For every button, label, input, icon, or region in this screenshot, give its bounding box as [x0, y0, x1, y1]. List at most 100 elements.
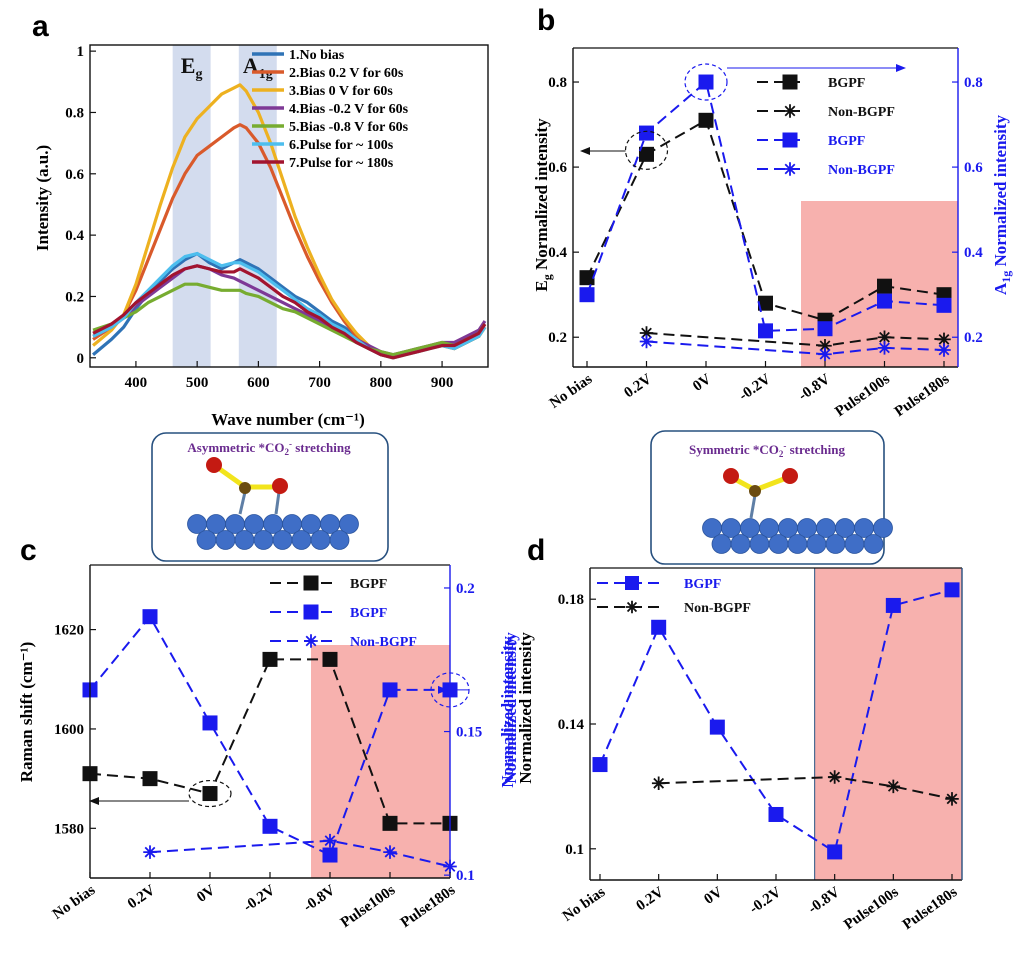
b-legend-label-3: Non-BGPF — [828, 163, 895, 178]
c-plot-x-label-3: -0.2V — [241, 882, 279, 915]
panel-a-frame — [89, 44, 489, 368]
asym-surface-atom-1-3 — [253, 530, 274, 550]
panel-b: b No bias 0.2V 0V -0.2V -0.8V Pulse100s Pulse1… — [532, 4, 1013, 420]
d-plot-x-label-5: Pulse100s — [841, 884, 902, 933]
x-tick-label-2: 600 — [247, 375, 270, 391]
b-plot-series-3-point-4 — [818, 347, 832, 361]
d-plot-series-1-point-4 — [827, 770, 842, 784]
c-plot-yr-label-0: 0.1 — [456, 868, 475, 884]
c-plot-yl-label-1: 1600 — [54, 722, 84, 738]
c-plot-series-1-point-3 — [262, 818, 278, 834]
b-plot-yr-label-0: 0.2 — [964, 330, 983, 346]
b-legend-label-2: BGPF — [828, 134, 865, 149]
b-plot-yr-label-3: 0.8 — [964, 75, 983, 91]
d-plot-yl-label-2: 0.18 — [558, 592, 584, 608]
b-plot-yl-label-1: 0.4 — [548, 245, 567, 261]
x-tick-label-1: 500 — [186, 375, 209, 391]
sym-surface-atom-1-3 — [768, 534, 789, 554]
panel-a-ylabel: Intensity (a.u.) — [33, 145, 52, 251]
b-legend-marker-3 — [783, 162, 797, 176]
d-ylabel-bottom: Normalized intensity — [516, 632, 535, 784]
c-plot-series-2-point-5 — [383, 845, 397, 859]
d-plot-x-label-0: No bias — [560, 884, 609, 925]
d-legend-marker-0 — [625, 576, 639, 590]
d-plot-shaded-region — [814, 568, 962, 880]
symmetric-molecule — [702, 468, 893, 554]
b-ylabel-right: A1g Normalized intensity — [991, 114, 1013, 295]
b-plot-series-2-point-4 — [817, 321, 833, 337]
panel-a-axes: 400 500 600 700 800 900 0 0.2 0.4 0.6 0.8 1 — [65, 44, 489, 391]
b-plot-series-0-point-3 — [758, 295, 773, 311]
d-plot-series-0-point-0 — [592, 757, 608, 773]
asym-bond-c-surface — [238, 491, 247, 515]
inset-asymmetric-co2: Asymmetric *CO2- stretching — [151, 432, 389, 562]
c-plot-shaded-region — [311, 645, 450, 878]
raman-bands: Eg A1g — [172, 45, 277, 367]
c-plot-series-1-point-2 — [202, 715, 218, 731]
b-plot-series-1-point-1 — [639, 326, 654, 340]
asym-bond-o-surface — [274, 491, 281, 515]
b-legend-label-1: Non-BGPF — [828, 105, 895, 120]
y-tick-label-2: 0.4 — [65, 228, 84, 244]
c-plot-series-2-point-4 — [323, 833, 337, 848]
b-plot-series-2-point-2 — [698, 74, 714, 90]
sym-surface-atom-0-9 — [873, 518, 893, 538]
legend-label-7: 7.Pulse for ~ 180s — [289, 156, 394, 171]
sym-surface-atom-1-5 — [806, 534, 827, 554]
x-tick-label-3: 700 — [308, 375, 331, 391]
band-1 — [238, 45, 277, 367]
b-arrow-left-head — [580, 147, 590, 155]
legend-label-3: 3.Bias 0 V for 60s — [289, 84, 393, 99]
b-plot-series-2-point-0 — [579, 287, 595, 303]
c-plot-series-0-point-4 — [322, 651, 338, 667]
d-plot-x-label-1: 0.2V — [634, 884, 668, 914]
b-plot-x-label-2: 0V — [690, 371, 714, 395]
panel-d-plot: No bias 0.2V 0V -0.2V -0.8VPulse100sPulse180… — [501, 567, 963, 933]
d-plot-series-0-point-4 — [827, 844, 843, 860]
sym-oxygen-atom-left — [723, 468, 739, 484]
c-ylabel-left: Raman shift (cm⁻¹) — [17, 642, 36, 783]
asym-surface-atom-1-1 — [215, 530, 236, 550]
d-plot-series-0-point-3 — [768, 806, 784, 822]
c-plot-x-label-6: Pulse180s — [398, 882, 459, 931]
panel-a: a Eg A1g 400 500 600 700 800 900 0 0.2 0.4 0.6 0.8 1… — [32, 10, 489, 429]
b-plot-series-2-point-6 — [936, 297, 952, 313]
c-plot-x-label-4: -0.8V — [301, 882, 339, 915]
panel-letter-b: b — [537, 4, 555, 37]
d-plot-yl-label-0: 0.1 — [565, 842, 584, 858]
d-plot-series-0-point-1 — [651, 619, 667, 635]
inset-symmetric-title: Symmetric *CO2- stretching — [689, 441, 846, 459]
b-legend-label-0: BGPF — [828, 76, 865, 91]
legend-label-2: 2.Bias 0.2 V for 60s — [289, 66, 404, 81]
c-plot-series-1-point-4 — [322, 847, 338, 863]
panel-c-plot: No bias 0.2V 0V -0.2V -0.8V Pulse100s Pulse180… — [17, 564, 517, 931]
b-plot-series-0-point-0 — [579, 270, 595, 286]
b-plot-series-0-point-5 — [877, 278, 892, 294]
b-highlight-circle-right — [684, 63, 728, 101]
d-plot-x-label-2: 0V — [701, 884, 725, 908]
b-highlight-circle-left — [624, 130, 669, 170]
panel-c: c No bias 0.2V 0V -0.2V -0.8V Pulse100s Pulse1… — [17, 534, 517, 931]
spectrum-line-5 — [92, 282, 487, 357]
y-tick-label-4: 0.8 — [65, 105, 84, 121]
b-plot-series-1-point-4 — [818, 338, 832, 353]
d-legend-label-0: BGPF — [684, 577, 721, 592]
c-legend-marker-2 — [304, 634, 318, 648]
d-plot-x-label-3: -0.2V — [747, 884, 785, 917]
b-plot-yr-label-1: 0.4 — [964, 245, 983, 261]
b-plot-yl-label-0: 0.2 — [548, 330, 567, 346]
legend-label-6: 6.Pulse for ~ 100s — [289, 138, 394, 153]
legend-label-4: 4.Bias -0.2 V for 60s — [289, 102, 409, 117]
b-plot-x-label-1: 0.2V — [621, 371, 655, 401]
b-plot-series-2-point-1 — [639, 125, 654, 141]
c-plot-series-0-point-1 — [142, 771, 158, 787]
c-plot-yr-label-2: 0.2 — [456, 581, 475, 597]
y-tick-label-3: 0.6 — [65, 167, 84, 183]
b-plot-x-label-3: -0.2V — [736, 371, 774, 404]
spectra-lines — [92, 83, 487, 360]
legend-label-5: 5.Bias -0.8 V for 60s — [289, 120, 409, 135]
c-plot-yl-label-2: 1620 — [54, 623, 84, 639]
c-highlight-circle-left — [188, 779, 232, 808]
b-ylabel-left: Eg Normalized intensity — [532, 118, 554, 292]
c-ylabel-right: Normalized intensity — [498, 636, 517, 788]
